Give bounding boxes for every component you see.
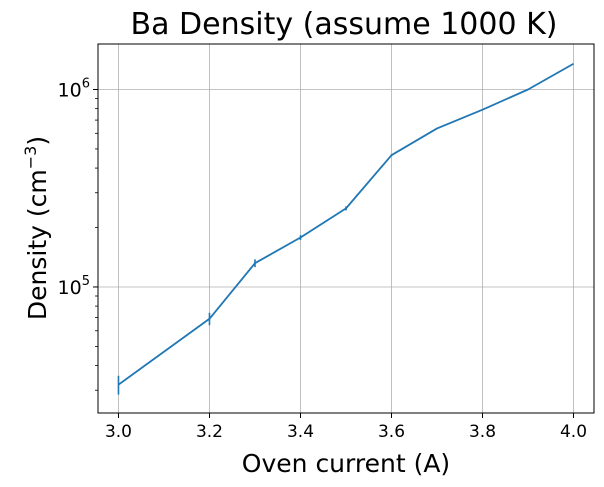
x-tick-label: 3.2	[196, 422, 223, 442]
plot-frame	[97, 43, 595, 414]
y-tick-label: 106	[58, 77, 90, 102]
series-line	[117, 62, 574, 386]
x-axis-label: Oven current (A)	[242, 449, 450, 478]
x-tick-label: 3.8	[469, 422, 496, 442]
x-tick-label: 3.4	[287, 422, 314, 442]
y-axis-label-close: )	[23, 136, 52, 146]
x-axis-ticks: 3.0 3.2 3.4 3.6 3.8 4.0	[105, 413, 587, 442]
grid-lines	[98, 44, 594, 413]
x-tick-label: 3.0	[105, 422, 132, 442]
x-tick-label: 3.6	[378, 422, 405, 442]
y-axis-ticks: 105 106	[58, 77, 98, 299]
y-axis-label: Density (cm−3)	[21, 136, 52, 320]
y-axis-label-main: Density (cm	[23, 169, 52, 320]
series-group	[117, 62, 574, 395]
x-tick-label: 4.0	[560, 422, 587, 442]
chart-title: Ba Density (assume 1000 K)	[131, 7, 558, 42]
y-tick-label: 105	[58, 274, 90, 299]
y-axis-label-superscript: −3	[21, 146, 40, 170]
